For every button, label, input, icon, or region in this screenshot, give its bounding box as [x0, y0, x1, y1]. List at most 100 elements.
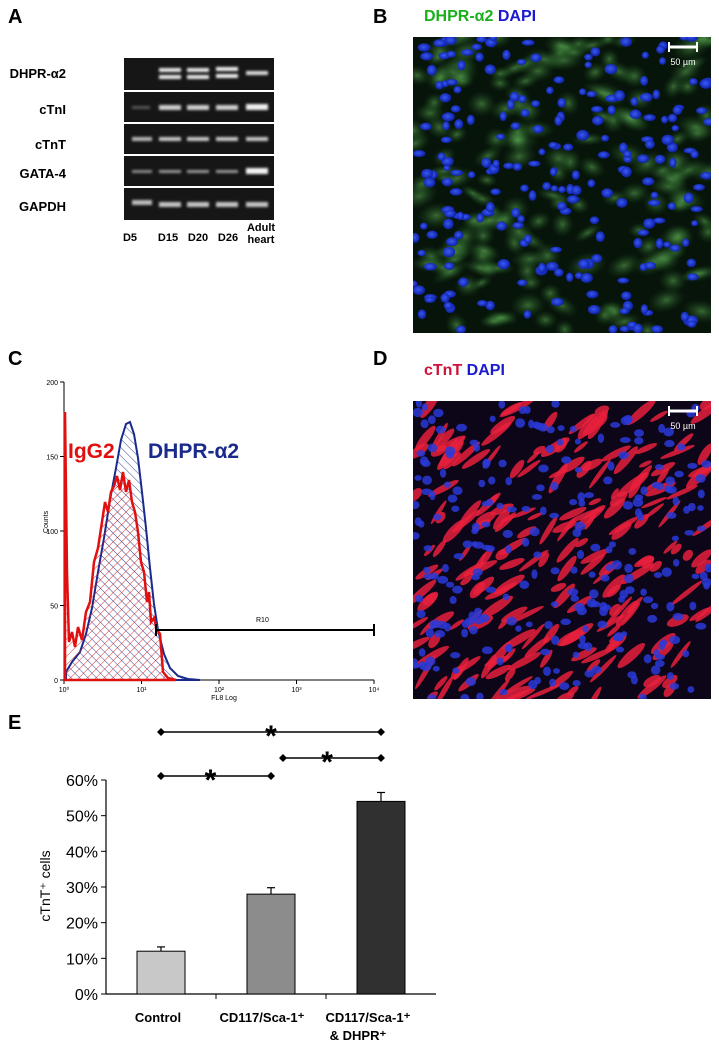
e-sig-diamond: [157, 728, 165, 736]
blue-nucleus: [432, 665, 440, 672]
blue-nucleus: [589, 216, 600, 225]
blue-nucleus: [671, 535, 679, 542]
red-cell: [413, 488, 423, 502]
red-cell: [435, 676, 454, 699]
blue-nucleus: [449, 188, 463, 196]
blue-nucleus: [421, 403, 428, 411]
blue-nucleus: [663, 241, 672, 248]
blue-nucleus: [686, 258, 697, 268]
blue-nucleus: [634, 508, 642, 518]
blue-nucleus: [661, 134, 675, 146]
green-cell: [557, 90, 580, 117]
blue-nucleus: [666, 511, 677, 519]
blue-nucleus: [589, 589, 599, 599]
e-bar: [136, 950, 186, 995]
blue-nucleus: [644, 261, 657, 270]
blue-nucleus: [689, 601, 697, 611]
blue-nucleus: [426, 64, 437, 76]
blue-nucleus: [576, 606, 587, 616]
blue-nucleus: [538, 148, 546, 156]
blue-nucleus: [597, 433, 605, 443]
blue-nucleus: [413, 407, 423, 418]
blue-nucleus: [586, 290, 599, 299]
blue-nucleus: [417, 309, 427, 320]
blue-nucleus: [549, 678, 557, 687]
green-cell: [606, 252, 643, 279]
red-cell: [689, 607, 711, 622]
blue-nucleus: [615, 646, 625, 653]
blue-nucleus: [567, 588, 579, 596]
c-xtick-label: 10⁰: [59, 686, 70, 694]
green-cell: [466, 90, 497, 117]
blue-nucleus: [652, 217, 666, 224]
blue-nucleus: [616, 197, 628, 208]
blue-nucleus: [446, 78, 458, 86]
blue-nucleus: [682, 238, 690, 247]
blue-nucleus: [592, 115, 604, 126]
blue-nucleus: [502, 49, 511, 61]
blue-nucleus: [442, 246, 456, 258]
red-cell: [634, 513, 649, 529]
blue-nucleus: [415, 401, 423, 408]
red-cell: [588, 459, 611, 489]
blue-nucleus: [457, 60, 466, 71]
blue-nucleus: [664, 486, 674, 493]
blue-nucleus: [587, 179, 596, 188]
red-cell: [587, 686, 602, 699]
blue-nucleus: [693, 183, 705, 191]
blue-nucleus: [506, 643, 513, 653]
blue-nucleus: [447, 494, 458, 503]
gel-label-gapdh: GAPDH: [19, 199, 66, 214]
blue-nucleus: [551, 635, 560, 645]
panel-c-gate-label: R10: [256, 617, 269, 624]
blue-nucleus: [570, 566, 578, 574]
blue-nucleus: [496, 502, 504, 510]
blue-nucleus: [556, 438, 564, 446]
blue-nucleus: [701, 460, 711, 469]
c-ytick-label: 200: [46, 380, 58, 387]
blue-nucleus: [505, 477, 513, 486]
red-cell: [414, 645, 449, 667]
red-cell: [608, 516, 639, 536]
blue-nucleus: [551, 401, 560, 408]
red-cell: [641, 496, 667, 509]
panel-e-bar-chart: 0% 10% 20% 30% 40% 50% 60% * * * cTnT⁺ cells Con…: [37, 720, 436, 1043]
blue-nucleus: [481, 544, 492, 551]
blue-nucleus: [674, 470, 684, 478]
green-cell: [515, 258, 540, 284]
blue-nucleus: [545, 444, 555, 454]
blue-nucleus: [578, 88, 587, 96]
blue-nucleus: [613, 632, 624, 642]
lane-label-adult-heart: Adult heart: [242, 222, 280, 246]
red-cell: [508, 652, 541, 671]
e-ytick-label: 50%: [66, 809, 98, 826]
blue-nucleus: [530, 53, 542, 63]
blue-nucleus: [506, 99, 515, 110]
green-cell: [636, 320, 660, 333]
blue-nucleus: [542, 182, 552, 191]
green-cell: [609, 104, 649, 132]
blue-nucleus: [473, 615, 485, 625]
red-cell: [420, 401, 441, 419]
blue-nucleus: [413, 232, 420, 243]
gel-strip-gata4: [124, 156, 274, 186]
blue-nucleus: [559, 682, 570, 690]
blue-nucleus: [423, 177, 436, 188]
red-cell: [443, 452, 462, 470]
panel-e-xtick-cd117: CD117/Sca-1⁺: [220, 1010, 305, 1025]
red-cell: [500, 402, 522, 416]
red-cell: [557, 555, 577, 582]
red-cell: [691, 549, 711, 568]
e-sig-star: *: [321, 746, 333, 779]
blue-nucleus: [619, 325, 630, 333]
blue-nucleus: [550, 567, 560, 575]
blue-nucleus: [696, 107, 707, 115]
blue-nucleus: [684, 529, 695, 536]
blue-nucleus: [425, 656, 436, 666]
red-cell: [539, 515, 558, 545]
panel-d-micrograph: 50 µm: [413, 401, 711, 699]
blue-nucleus: [577, 492, 586, 502]
blue-nucleus: [600, 574, 610, 582]
red-cell: [413, 616, 429, 631]
blue-nucleus: [414, 594, 424, 603]
